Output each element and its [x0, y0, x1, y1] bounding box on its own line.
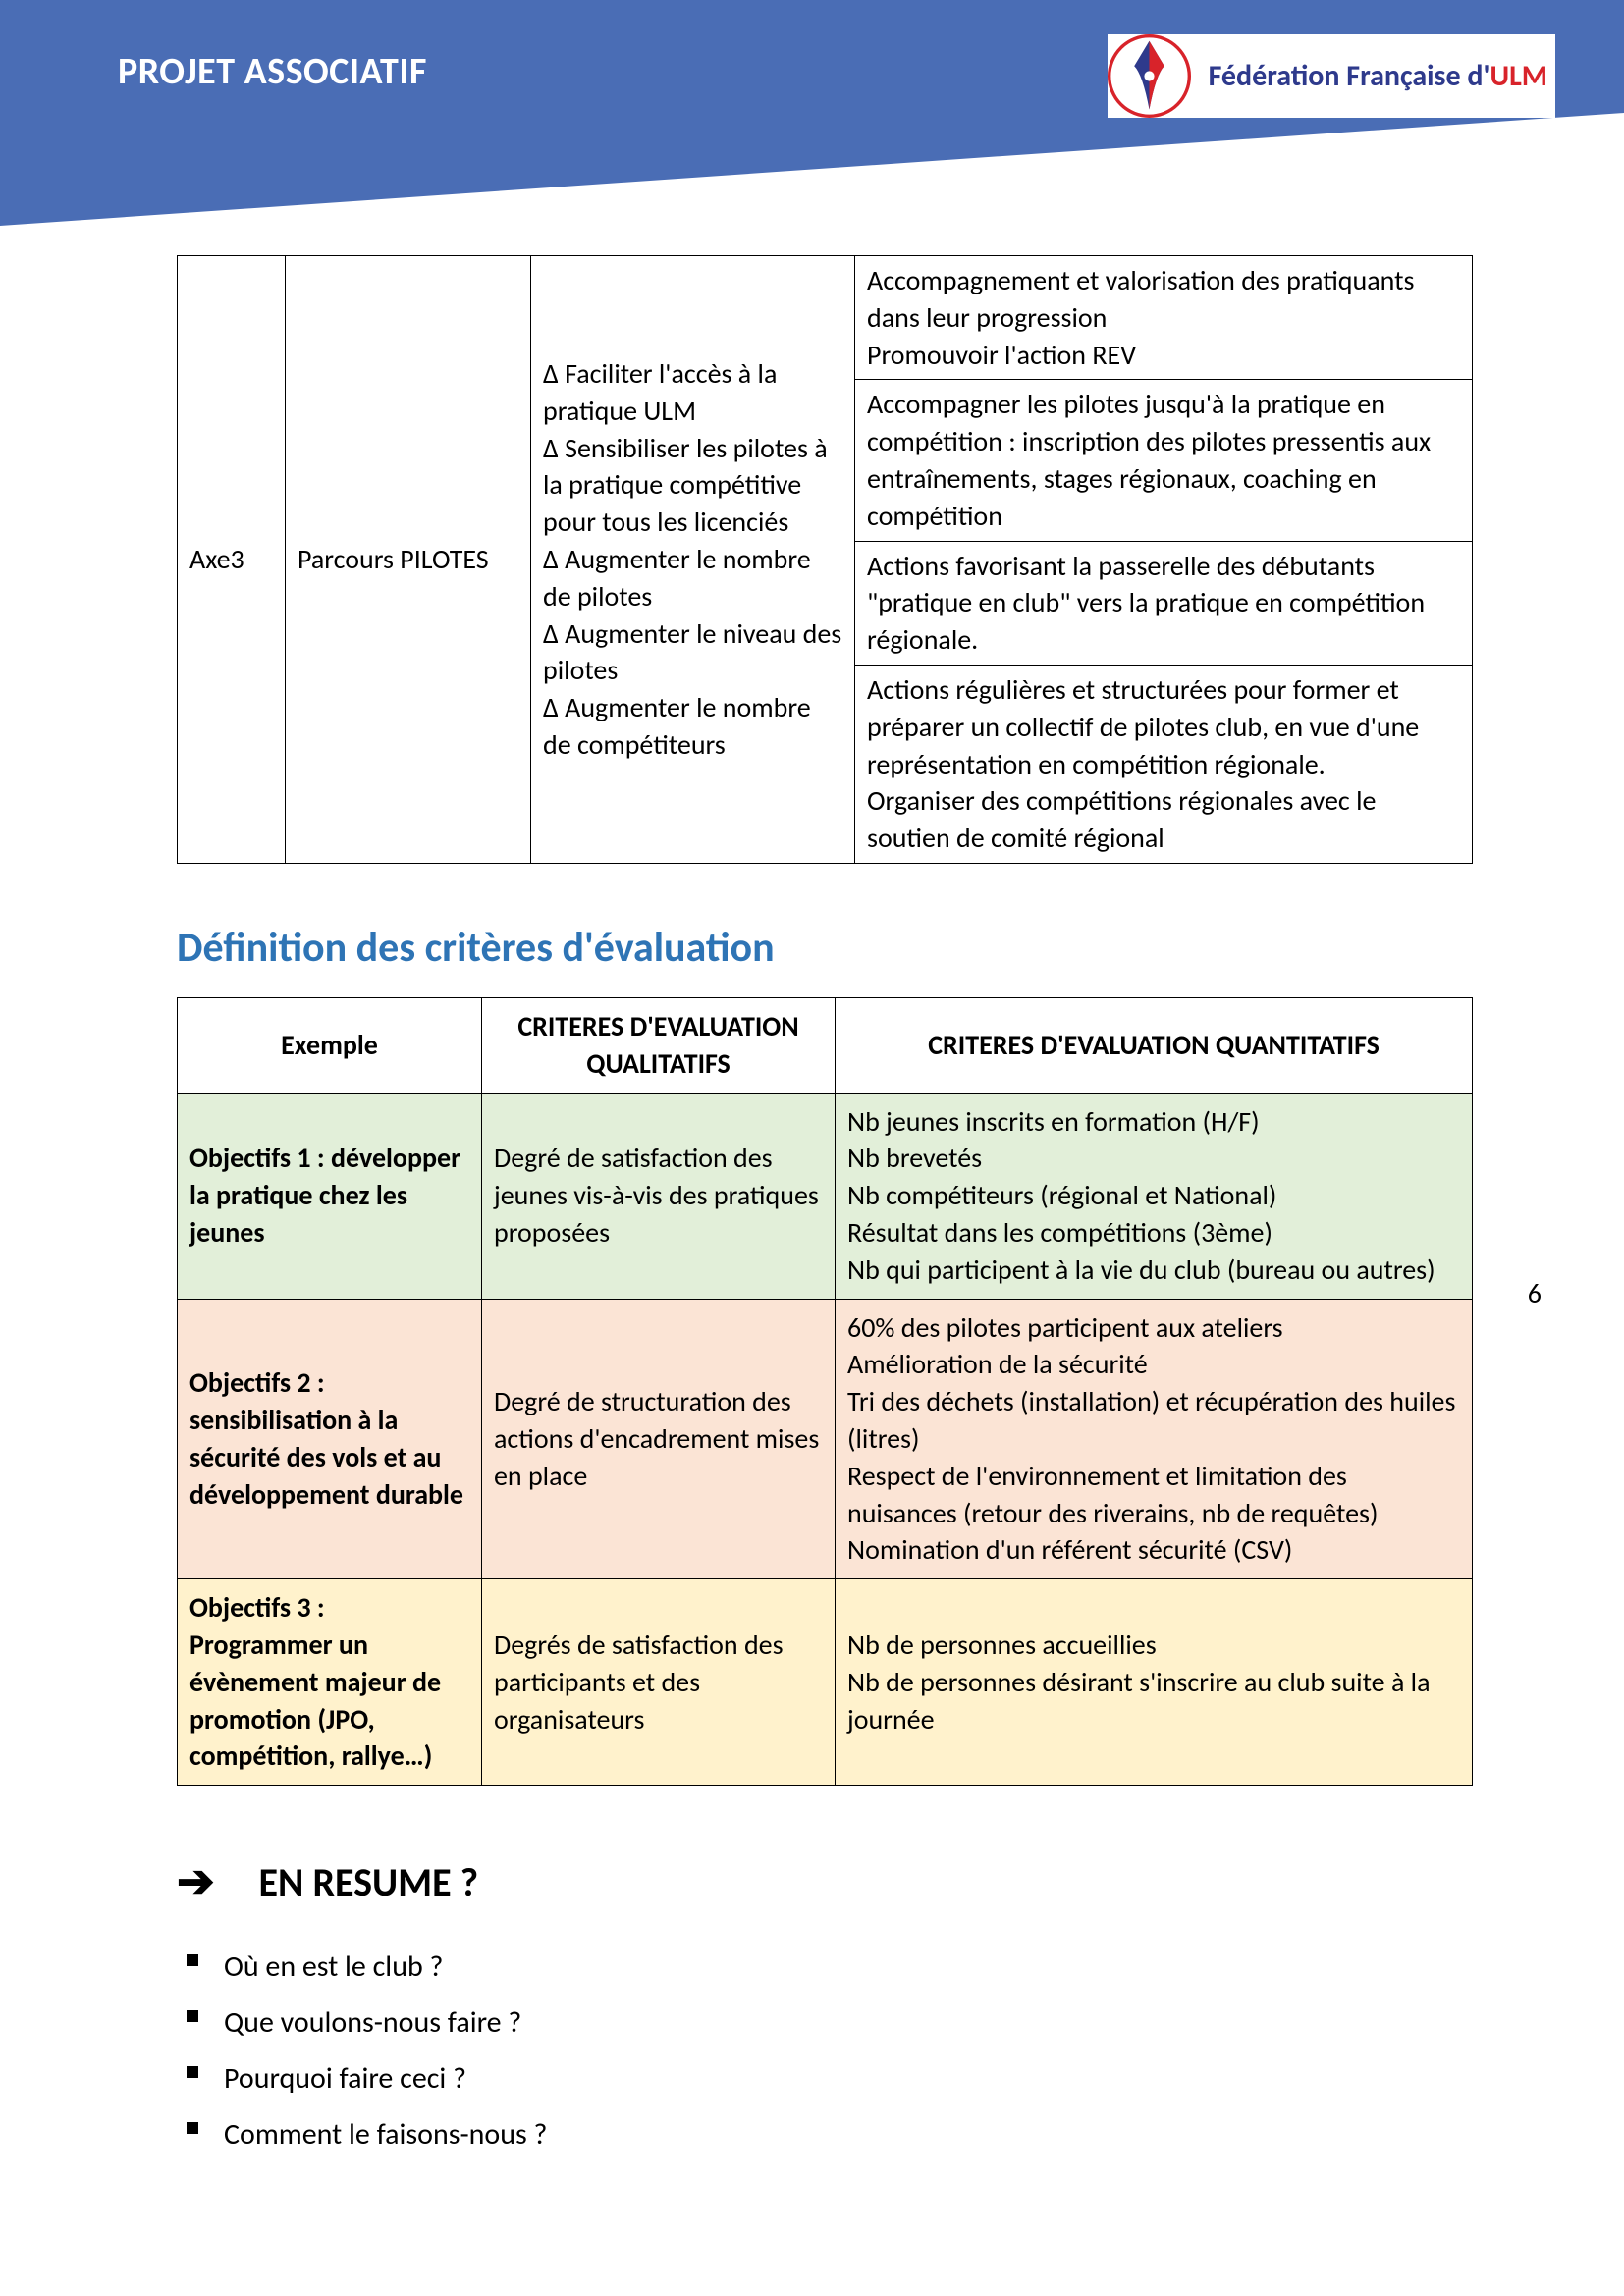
- list-item: Comment le faisons-nous ?: [177, 2107, 1473, 2163]
- col-quant: CRITERES D'EVALUATION QUANTITATIFS: [836, 997, 1473, 1093]
- brand-prefix: Fédération Française d': [1209, 58, 1490, 94]
- page-number: 6: [1528, 1276, 1542, 1310]
- axe-cell: Axe3: [178, 256, 286, 864]
- criteria-header-row: Exemple CRITERES D'EVALUATION QUALITATIF…: [178, 997, 1473, 1093]
- cell-example: Objectifs 3 : Programmer un évènement ma…: [178, 1579, 482, 1786]
- objectives-cell: Δ Faciliter l'accès à la pratique ULM Δ …: [531, 256, 855, 864]
- arrow-right-icon: ➔: [177, 1854, 215, 1909]
- ffplum-roundel-icon: [1108, 34, 1191, 118]
- page-content: Axe3 Parcours PILOTES Δ Faciliter l'accè…: [177, 255, 1473, 2163]
- page-title: PROJET ASSOCIATIF: [118, 49, 427, 94]
- brand-logo: Fédération Française d'ULM: [1108, 34, 1555, 118]
- resume-list: Où en est le club ? Que voulons-nous fai…: [177, 1939, 1473, 2163]
- section-heading: Définition des critères d'évaluation: [177, 923, 1473, 973]
- brand-accent: ULM: [1490, 58, 1548, 94]
- criteria-row: Objectifs 1 : développer la pratique che…: [178, 1093, 1473, 1299]
- action-cell: Accompagnement et valorisation des prati…: [855, 256, 1473, 380]
- cell-example: Objectifs 1 : développer la pratique che…: [178, 1093, 482, 1299]
- cell-qual: Degré de satisfaction des jeunes vis-à-v…: [482, 1093, 836, 1299]
- col-example: Exemple: [178, 997, 482, 1093]
- list-item: Pourquoi faire ceci ?: [177, 2051, 1473, 2107]
- action-cell: Actions régulières et structurées pour f…: [855, 665, 1473, 863]
- cell-quant: Nb jeunes inscrits en formation (H/F) Nb…: [836, 1093, 1473, 1299]
- resume-heading: ➔ EN RESUME ?: [177, 1854, 1473, 1909]
- brand-text: Fédération Française d'ULM: [1209, 58, 1547, 94]
- action-cell: Actions favorisant la passerelle des déb…: [855, 541, 1473, 665]
- cell-qual: Degrés de satisfaction des participants …: [482, 1579, 836, 1786]
- criteria-table: Exemple CRITERES D'EVALUATION QUALITATIF…: [177, 997, 1473, 1786]
- action-cell: Accompagner les pilotes jusqu'à la prati…: [855, 380, 1473, 541]
- criteria-row: Objectifs 3 : Programmer un évènement ma…: [178, 1579, 1473, 1786]
- cell-quant: Nb de personnes accueillies Nb de person…: [836, 1579, 1473, 1786]
- parcours-cell: Parcours PILOTES: [286, 256, 531, 864]
- list-item: Que voulons-nous faire ?: [177, 1995, 1473, 2051]
- col-qual: CRITERES D'EVALUATION QUALITATIFS: [482, 997, 836, 1093]
- cell-example: Objectifs 2 : sensibilisation à la sécur…: [178, 1299, 482, 1579]
- list-item: Où en est le club ?: [177, 1939, 1473, 1995]
- cell-quant: 60% des pilotes participent aux ateliers…: [836, 1299, 1473, 1579]
- resume-heading-text: EN RESUME ?: [259, 1858, 479, 1906]
- criteria-row: Objectifs 2 : sensibilisation à la sécur…: [178, 1299, 1473, 1579]
- cell-qual: Degré de structuration des actions d'enc…: [482, 1299, 836, 1579]
- axes-table: Axe3 Parcours PILOTES Δ Faciliter l'accè…: [177, 255, 1473, 864]
